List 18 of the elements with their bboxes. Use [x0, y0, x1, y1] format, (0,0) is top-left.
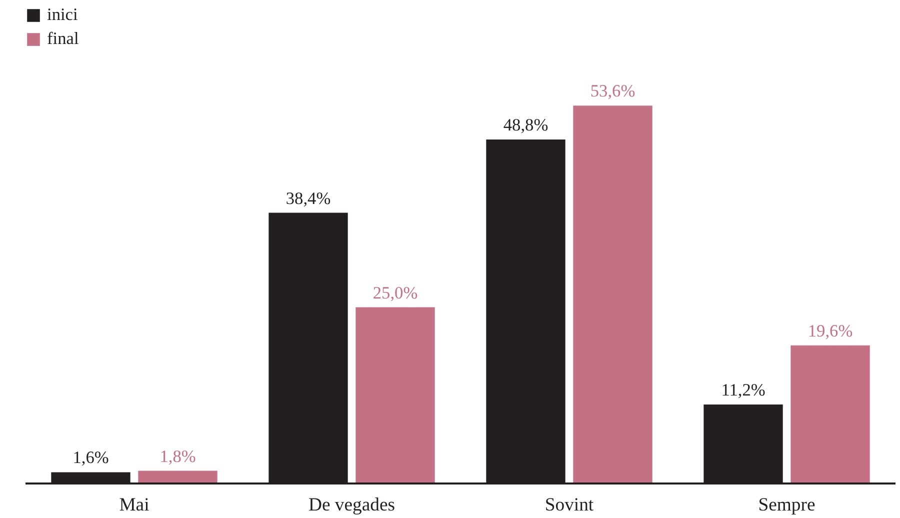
data-label: 53,6% [590, 82, 636, 101]
legend-label: final [47, 29, 79, 49]
data-label: 19,6% [808, 321, 853, 340]
x-tick-label: Mai [119, 494, 150, 516]
bar [138, 470, 218, 484]
data-label: 11,2% [721, 380, 766, 400]
data-label: 38,4% [286, 188, 331, 208]
x-tick-label: Sovint [544, 494, 594, 516]
data-label: 25,0% [372, 283, 418, 302]
bar [790, 345, 870, 484]
x-tick-label: De vegades [308, 494, 396, 516]
bar [356, 307, 435, 484]
bar [573, 106, 652, 484]
data-label: 1,8% [160, 446, 196, 466]
data-label: 48,8% [503, 115, 548, 134]
legend-label: inici [47, 5, 78, 25]
data-label: 1,6% [72, 448, 109, 468]
x-tick-label: Sempre [758, 494, 816, 516]
